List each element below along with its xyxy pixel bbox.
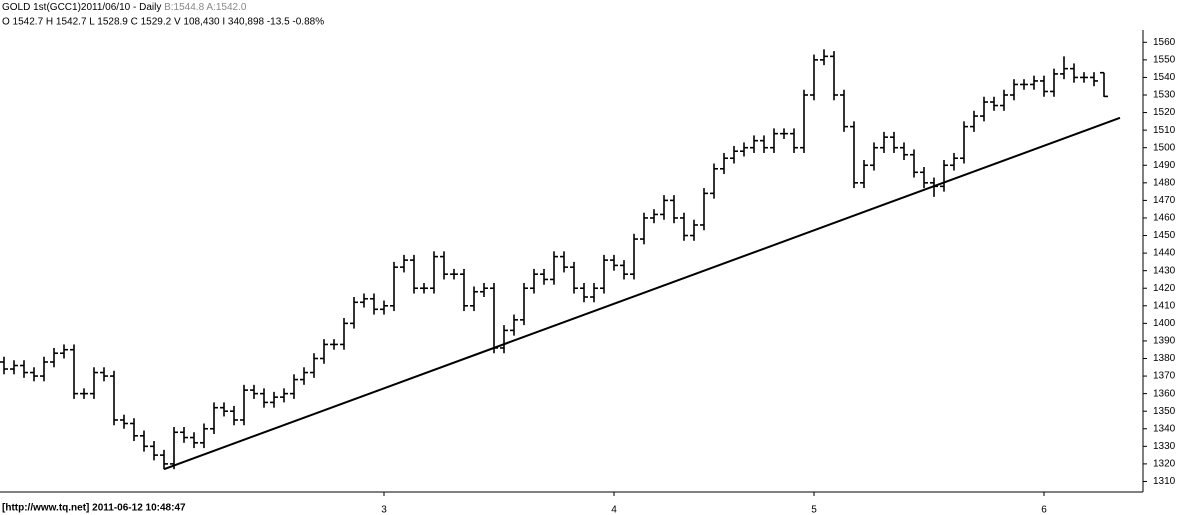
bid-ask: B:1544.8 A:1542.0 <box>164 2 247 13</box>
y-tick-label: 1410 <box>1153 300 1176 311</box>
y-tick-label: 1390 <box>1153 336 1176 347</box>
y-tick-label: 1470 <box>1153 195 1176 206</box>
x-tick-label: 6 <box>1041 505 1047 515</box>
y-tick-label: 1530 <box>1153 90 1176 101</box>
y-tick-label: 1440 <box>1153 248 1176 259</box>
chart-title: GOLD 1st(GCC1)2011/06/10 - Daily B:1544.… <box>2 2 247 13</box>
y-tick-label: 1450 <box>1153 230 1176 241</box>
y-tick-label: 1510 <box>1153 125 1176 136</box>
y-tick-label: 1550 <box>1153 55 1176 66</box>
y-tick-label: 1400 <box>1153 318 1176 329</box>
title-text: GOLD 1st(GCC1)2011/06/10 - Daily <box>2 2 161 13</box>
y-tick-label: 1560 <box>1153 37 1176 48</box>
footer: [http://www.tq.net] 2011-06-12 10:48:47 <box>2 503 186 514</box>
y-tick-label: 1500 <box>1153 142 1176 153</box>
y-tick-label: 1370 <box>1153 371 1176 382</box>
y-tick-label: 1420 <box>1153 283 1176 294</box>
quote-info: O 1542.7 H 1542.7 L 1528.9 C 1529.2 V 10… <box>2 17 324 28</box>
y-tick-label: 1350 <box>1153 406 1176 417</box>
y-tick-label: 1340 <box>1153 423 1176 434</box>
y-tick-label: 1520 <box>1153 107 1176 118</box>
x-tick-label: 4 <box>611 505 617 515</box>
y-tick-label: 1380 <box>1153 353 1176 364</box>
y-tick-label: 1310 <box>1153 476 1176 487</box>
y-tick-label: 1320 <box>1153 459 1176 470</box>
x-tick-label: 3 <box>381 505 387 515</box>
y-tick-label: 1540 <box>1153 72 1176 83</box>
y-tick-label: 1460 <box>1153 213 1176 224</box>
y-tick-label: 1490 <box>1153 160 1176 171</box>
y-tick-label: 1480 <box>1153 177 1176 188</box>
y-tick-label: 1430 <box>1153 265 1176 276</box>
y-tick-label: 1330 <box>1153 441 1176 452</box>
trendline <box>163 116 1121 471</box>
y-tick-label: 1360 <box>1153 388 1176 399</box>
x-tick-label: 5 <box>811 505 817 515</box>
